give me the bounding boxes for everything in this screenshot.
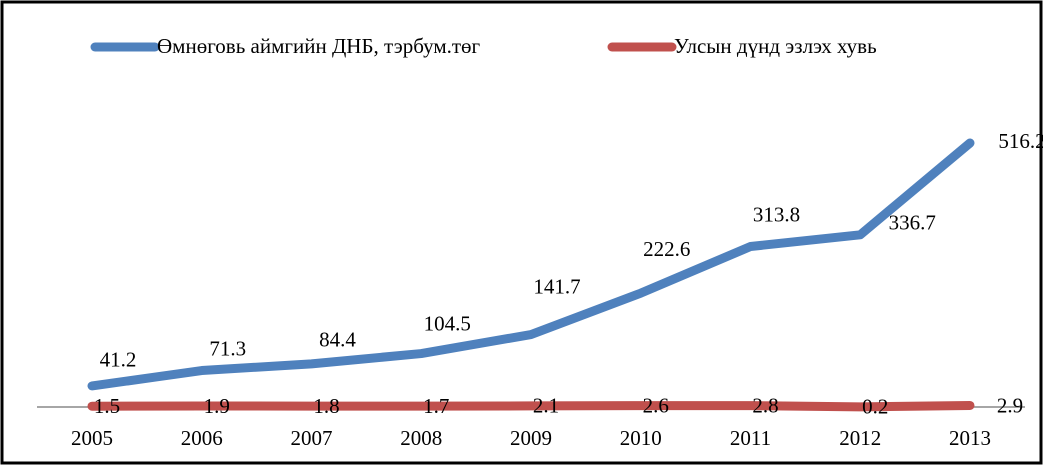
data-label: 0.2: [862, 395, 888, 419]
x-tick-label: 2013: [949, 426, 991, 450]
data-label: 2.1: [533, 394, 559, 418]
data-label: 2.6: [643, 393, 669, 417]
data-label: 1.5: [94, 394, 120, 418]
data-label: 336.7: [889, 211, 936, 235]
data-label: 1.9: [204, 394, 230, 418]
data-label: 222.6: [643, 237, 690, 261]
data-label: 1.8: [313, 394, 339, 418]
x-tick-label: 2011: [730, 426, 771, 450]
x-tick-label: 2008: [400, 426, 442, 450]
data-label: 41.2: [100, 348, 137, 372]
data-label: 71.3: [209, 336, 246, 360]
data-label: 2.8: [752, 393, 778, 417]
legend-label: Өмнөговь аймгийн ДНБ, тэрбум.төг: [157, 34, 481, 58]
data-label: 2.9: [997, 393, 1023, 417]
x-tick-label: 2006: [181, 426, 223, 450]
data-label: 313.8: [753, 202, 800, 226]
x-tick-label: 2005: [71, 426, 113, 450]
series-line: [87, 401, 975, 412]
data-label: 84.4: [319, 328, 356, 352]
series-line: [87, 138, 975, 391]
x-tick-label: 2010: [620, 426, 662, 450]
x-tick-label: 2012: [839, 426, 881, 450]
data-label: 1.7: [423, 394, 449, 418]
data-label: 516.2: [998, 129, 1043, 153]
x-tick-label: 2007: [291, 426, 333, 450]
data-label: 104.5: [424, 311, 471, 335]
data-label: 141.7: [533, 274, 580, 298]
legend-label: Улсын дүнд эзлэх хувь: [674, 34, 877, 58]
x-tick-label: 2009: [510, 426, 552, 450]
